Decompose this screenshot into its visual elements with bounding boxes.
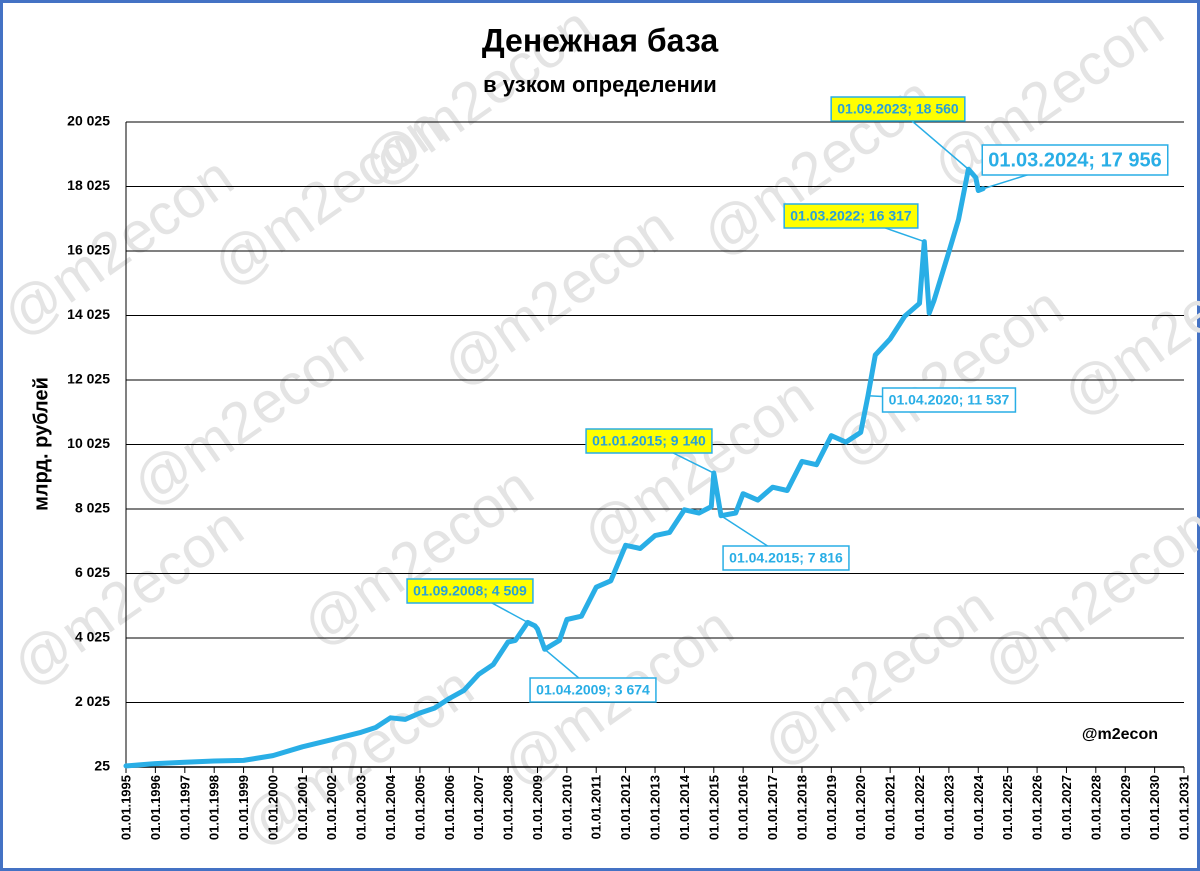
x-tick-label: 01.01.2016 <box>736 775 751 840</box>
x-tick-label: 01.01.2005 <box>412 775 427 840</box>
x-tick-label: 01.01.2020 <box>853 775 868 840</box>
annotation: 01.03.2024; 17 956 <box>981 144 1169 190</box>
annotation-box <box>783 203 919 229</box>
signature: @m2econ <box>1082 726 1158 743</box>
y-tick-label: 14 025 <box>67 306 110 322</box>
x-tick-label: 01.01.2026 <box>1030 775 1045 840</box>
chart-subtitle: в узком определении <box>483 72 717 97</box>
y-axis-label: млрд. рублей <box>30 377 52 511</box>
x-tick-label: 01.01.1997 <box>177 775 192 840</box>
x-tick-label: 01.01.2002 <box>324 775 339 840</box>
y-tick-label: 2 025 <box>75 693 110 709</box>
x-tick-label: 01.01.2010 <box>559 775 574 840</box>
x-tick-label: 01.01.2003 <box>354 775 369 840</box>
x-tick-label: 01.01.2024 <box>971 774 986 840</box>
y-tick-label: 25 <box>94 758 110 774</box>
annotation-box <box>881 387 1017 413</box>
y-tick-label: 8 025 <box>75 500 110 516</box>
annotation-box <box>585 428 713 454</box>
y-tick-label: 4 025 <box>75 629 110 645</box>
x-tick-label: 01.01.2030 <box>1147 775 1162 840</box>
annotation-box <box>830 96 966 122</box>
annotation-label: 01.03.2024; 17 956 <box>988 149 1162 171</box>
x-tick-label: 01.01.1996 <box>148 775 163 840</box>
x-tick-label: 01.01.2006 <box>442 775 457 840</box>
x-tick-label: 01.01.2007 <box>471 775 486 840</box>
x-tick-label: 01.01.2031 <box>1177 775 1192 840</box>
x-tick-label: 01.01.2028 <box>1088 775 1103 840</box>
annotation: 01.09.2008; 4 509 <box>406 578 534 624</box>
x-tick-label: 01.01.2008 <box>501 775 516 840</box>
annotation: 01.01.2015; 9 140 <box>585 428 715 474</box>
y-tick-label: 16 025 <box>67 242 110 258</box>
data-line <box>123 166 986 769</box>
annotation-label: 01.09.2008; 4 509 <box>413 583 527 599</box>
x-tick-label: 01.01.2015 <box>706 775 721 840</box>
y-tick-label: 10 025 <box>67 435 110 451</box>
x-tick-label: 01.01.2011 <box>589 775 604 839</box>
x-tick-label: 01.01.2017 <box>765 775 780 840</box>
y-tick-label: 18 025 <box>67 177 110 193</box>
annotation-label: 01.03.2022; 16 317 <box>790 208 912 224</box>
x-tick-label: 01.01.2001 <box>295 775 310 840</box>
x-tick-label: 01.01.1999 <box>236 775 251 840</box>
y-tick-label: 6 025 <box>75 564 110 580</box>
annotation-label: 01.04.2020; 11 537 <box>889 392 1010 408</box>
annotation-box <box>722 545 850 571</box>
x-tick-label: 01.01.2018 <box>794 775 809 840</box>
x-tick-label: 01.01.1995 <box>119 775 134 840</box>
x-tick-label: 01.01.2025 <box>1000 775 1015 840</box>
annotation: 01.04.2009; 3 674 <box>529 648 657 703</box>
x-tick-label: 01.01.2009 <box>530 775 545 840</box>
annotation-label: 01.04.2009; 3 674 <box>536 682 650 698</box>
x-tick-label: 01.01.2021 <box>883 775 898 840</box>
annotation-label: 01.09.2023; 18 560 <box>837 101 959 117</box>
x-tick-label: 01.01.2000 <box>265 775 280 840</box>
annotation: 01.04.2020; 11 537 <box>867 387 1017 413</box>
x-tick-label: 01.01.2014 <box>677 774 692 840</box>
y-tick-label: 20 025 <box>67 113 110 129</box>
annotation-box <box>981 144 1169 176</box>
x-tick-label: 01.01.2029 <box>1118 775 1133 840</box>
annotation: 01.03.2022; 16 317 <box>783 203 925 243</box>
annotation: 01.09.2023; 18 560 <box>830 96 969 170</box>
annotation: 01.04.2015; 7 816 <box>720 515 850 571</box>
x-tick-label: 01.01.2023 <box>941 775 956 840</box>
annotation-label: 01.04.2015; 7 816 <box>729 550 843 566</box>
x-tick-label: 01.01.1998 <box>207 775 222 840</box>
y-tick-label: 12 025 <box>67 371 110 387</box>
x-tick-label: 01.01.2012 <box>618 775 633 840</box>
chart-title: Денежная база <box>482 22 719 58</box>
x-tick-label: 01.01.2019 <box>824 775 839 840</box>
x-tick-label: 01.01.2027 <box>1059 775 1074 840</box>
x-tick-label: 01.01.2004 <box>383 774 398 840</box>
x-tick-label: 01.01.2013 <box>648 775 663 840</box>
x-tick-label: 01.01.2022 <box>912 775 927 840</box>
annotation-label: 01.01.2015; 9 140 <box>592 433 706 449</box>
annotation-box <box>529 677 657 703</box>
annotation-box <box>406 578 534 604</box>
